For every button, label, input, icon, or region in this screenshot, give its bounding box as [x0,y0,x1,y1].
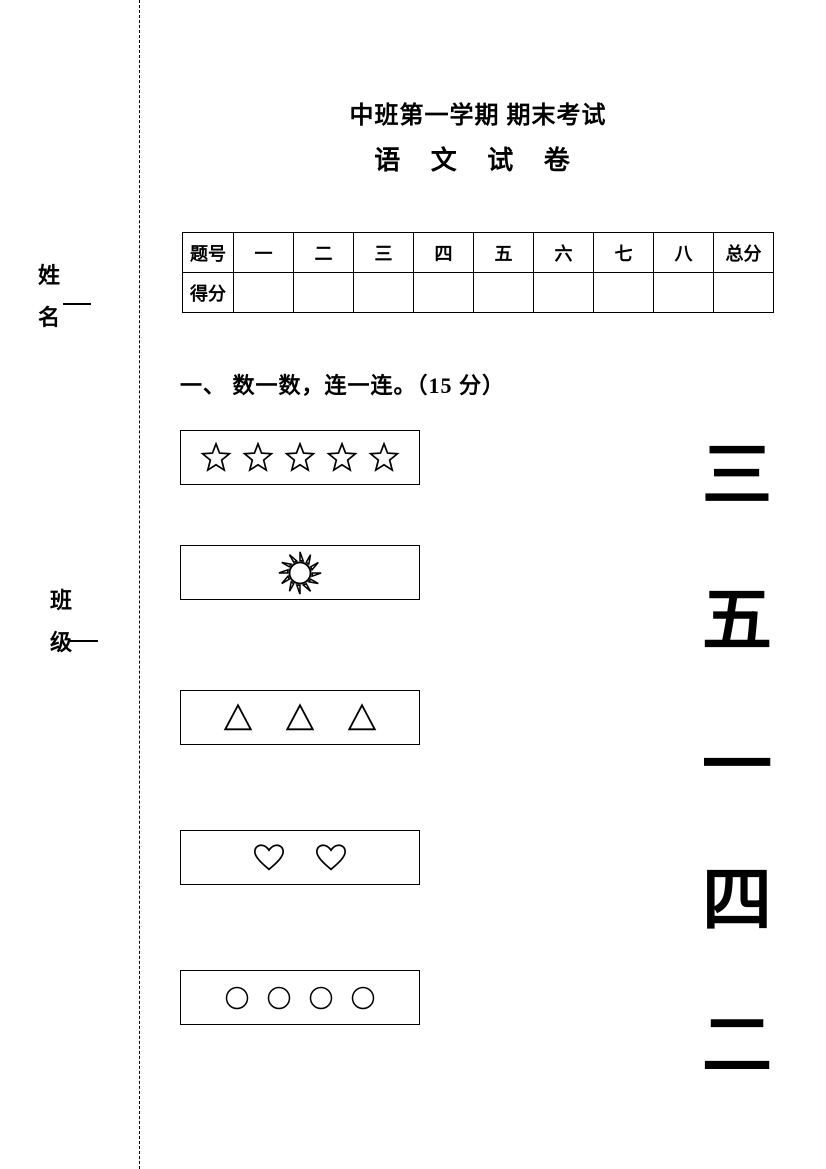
score-6[interactable] [534,273,594,313]
shape-box-hearts [180,830,420,885]
shape-box-circles [180,970,420,1025]
heart-icon [314,841,348,875]
score-header-row: 题号 一 二 三 四 五 六 七 八 总分 [183,233,774,273]
score-1[interactable] [234,273,294,313]
class-underline [70,640,98,642]
exam-page: 姓 名 班 级 中班第一学期 期末考试 语 文 试 卷 题号 一 二 三 四 五… [0,0,826,1169]
col-7: 七 [594,233,654,273]
name-char1: 姓 [38,263,60,288]
question-1-title: 一、 数一数，连一连。（15 分） [180,368,796,400]
score-value-row: 得分 [183,273,774,313]
answer-char-2: 二 [702,1010,772,1080]
name-underline [63,303,91,305]
class-label: 班 级 [50,580,72,664]
score-2[interactable] [294,273,354,313]
class-char1: 班 [50,588,72,613]
cell-question-label: 题号 [183,233,234,273]
triangle-icon [345,701,379,735]
score-4[interactable] [414,273,474,313]
main-content: 中班第一学期 期末考试 语 文 试 卷 题号 一 二 三 四 五 六 七 八 总… [140,0,826,1169]
score-7[interactable] [594,273,654,313]
col-6: 六 [534,233,594,273]
exam-header: 中班第一学期 期末考试 语 文 试 卷 [160,95,796,177]
score-table: 题号 一 二 三 四 五 六 七 八 总分 得分 [182,232,774,313]
class-char2: 级 [50,630,72,655]
col-5: 五 [474,233,534,273]
star-icon [367,441,401,475]
triangle-icon [283,701,317,735]
circle-icon [307,984,335,1012]
name-label: 姓 名 [38,255,60,339]
star-icon [283,441,317,475]
star-icon [241,441,275,475]
col-4: 四 [414,233,474,273]
circle-icon [349,984,377,1012]
title-line1: 中班第一学期 期末考试 [160,95,796,130]
matching-area: 三 五 一 四 二 [160,430,796,1130]
answer-char-3: 三 [702,440,772,510]
col-3: 三 [354,233,414,273]
col-total: 总分 [714,233,774,273]
sun-icon [277,550,323,596]
shape-box-sun [180,545,420,600]
triangle-icon [221,701,255,735]
star-icon [325,441,359,475]
star-icon [199,441,233,475]
name-char2: 名 [38,305,60,330]
score-8[interactable] [654,273,714,313]
score-5[interactable] [474,273,534,313]
title-line2: 语 文 试 卷 [160,140,796,177]
circle-icon [223,984,251,1012]
col-2: 二 [294,233,354,273]
score-3[interactable] [354,273,414,313]
col-1: 一 [234,233,294,273]
score-total[interactable] [714,273,774,313]
col-8: 八 [654,233,714,273]
answer-char-4: 四 [702,865,772,935]
shape-box-stars [180,430,420,485]
heart-icon [252,841,286,875]
shape-box-triangles [180,690,420,745]
answer-char-1: 一 [702,730,772,800]
circle-icon [265,984,293,1012]
cell-score-label: 得分 [183,273,234,313]
answer-char-5: 五 [702,585,772,655]
binding-sidebar: 姓 名 班 级 [0,0,140,1169]
